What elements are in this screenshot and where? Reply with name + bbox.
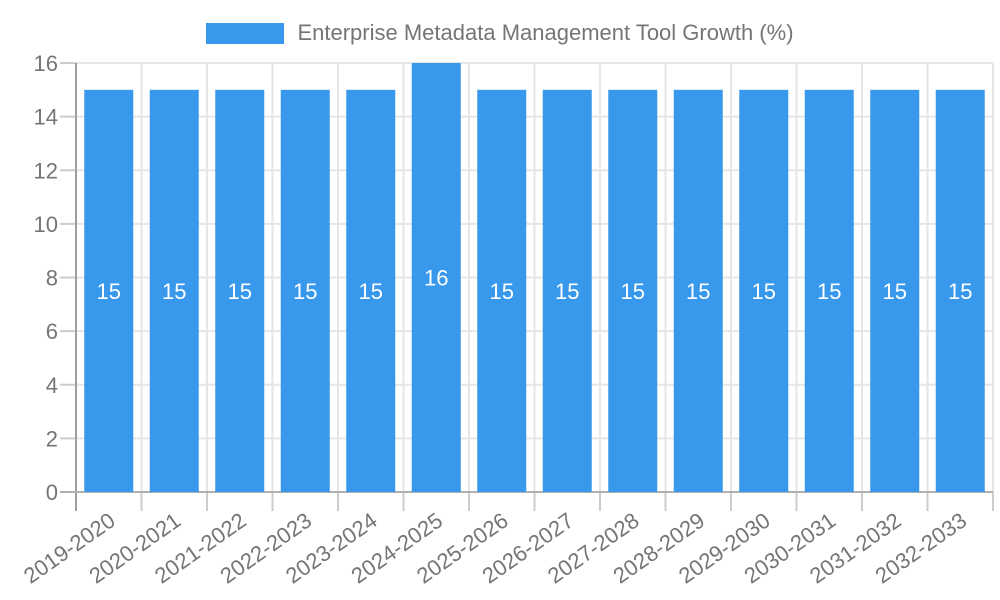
bar-value-label: 15 (752, 279, 776, 304)
bar-value-label: 15 (228, 279, 252, 304)
bar-value-label: 15 (555, 279, 579, 304)
bar[interactable] (673, 89, 723, 492)
bar[interactable] (739, 89, 789, 492)
bar-value-label: 15 (359, 279, 383, 304)
y-axis-tick-label: 10 (34, 212, 58, 237)
y-axis-tick-label: 0 (46, 480, 58, 505)
bar[interactable] (608, 89, 658, 492)
y-axis-tick-label: 6 (46, 319, 58, 344)
y-axis-tick-label: 16 (34, 51, 58, 76)
y-axis-tick-label: 12 (34, 158, 58, 183)
bar-value-label: 16 (424, 266, 448, 291)
bar-value-label: 15 (817, 279, 841, 304)
bar[interactable] (84, 89, 134, 492)
bar-value-label: 15 (883, 279, 907, 304)
bar-value-label: 15 (162, 279, 186, 304)
bar[interactable] (477, 89, 527, 492)
bar[interactable] (149, 89, 199, 492)
y-axis-tick-label: 8 (46, 266, 58, 291)
bar[interactable] (542, 89, 592, 492)
bar[interactable] (411, 63, 461, 492)
bar[interactable] (280, 89, 330, 492)
bar[interactable] (215, 89, 265, 492)
legend-label: Enterprise Metadata Management Tool Grow… (297, 20, 794, 45)
y-axis-tick-label: 4 (46, 373, 58, 398)
bar-value-label: 15 (97, 279, 121, 304)
bar-value-label: 15 (948, 279, 972, 304)
bar[interactable] (870, 89, 920, 492)
bar-value-label: 15 (293, 279, 317, 304)
y-axis-tick-label: 2 (46, 426, 58, 451)
y-axis-tick-label: 14 (34, 105, 58, 130)
bar[interactable] (935, 89, 985, 492)
bar[interactable] (346, 89, 396, 492)
bar-value-label: 15 (621, 279, 645, 304)
legend-swatch (206, 22, 285, 44)
bar[interactable] (804, 89, 854, 492)
bar-value-label: 15 (490, 279, 514, 304)
bar-value-label: 15 (686, 279, 710, 304)
chart-legend[interactable]: Enterprise Metadata Management Tool Grow… (0, 20, 1000, 46)
